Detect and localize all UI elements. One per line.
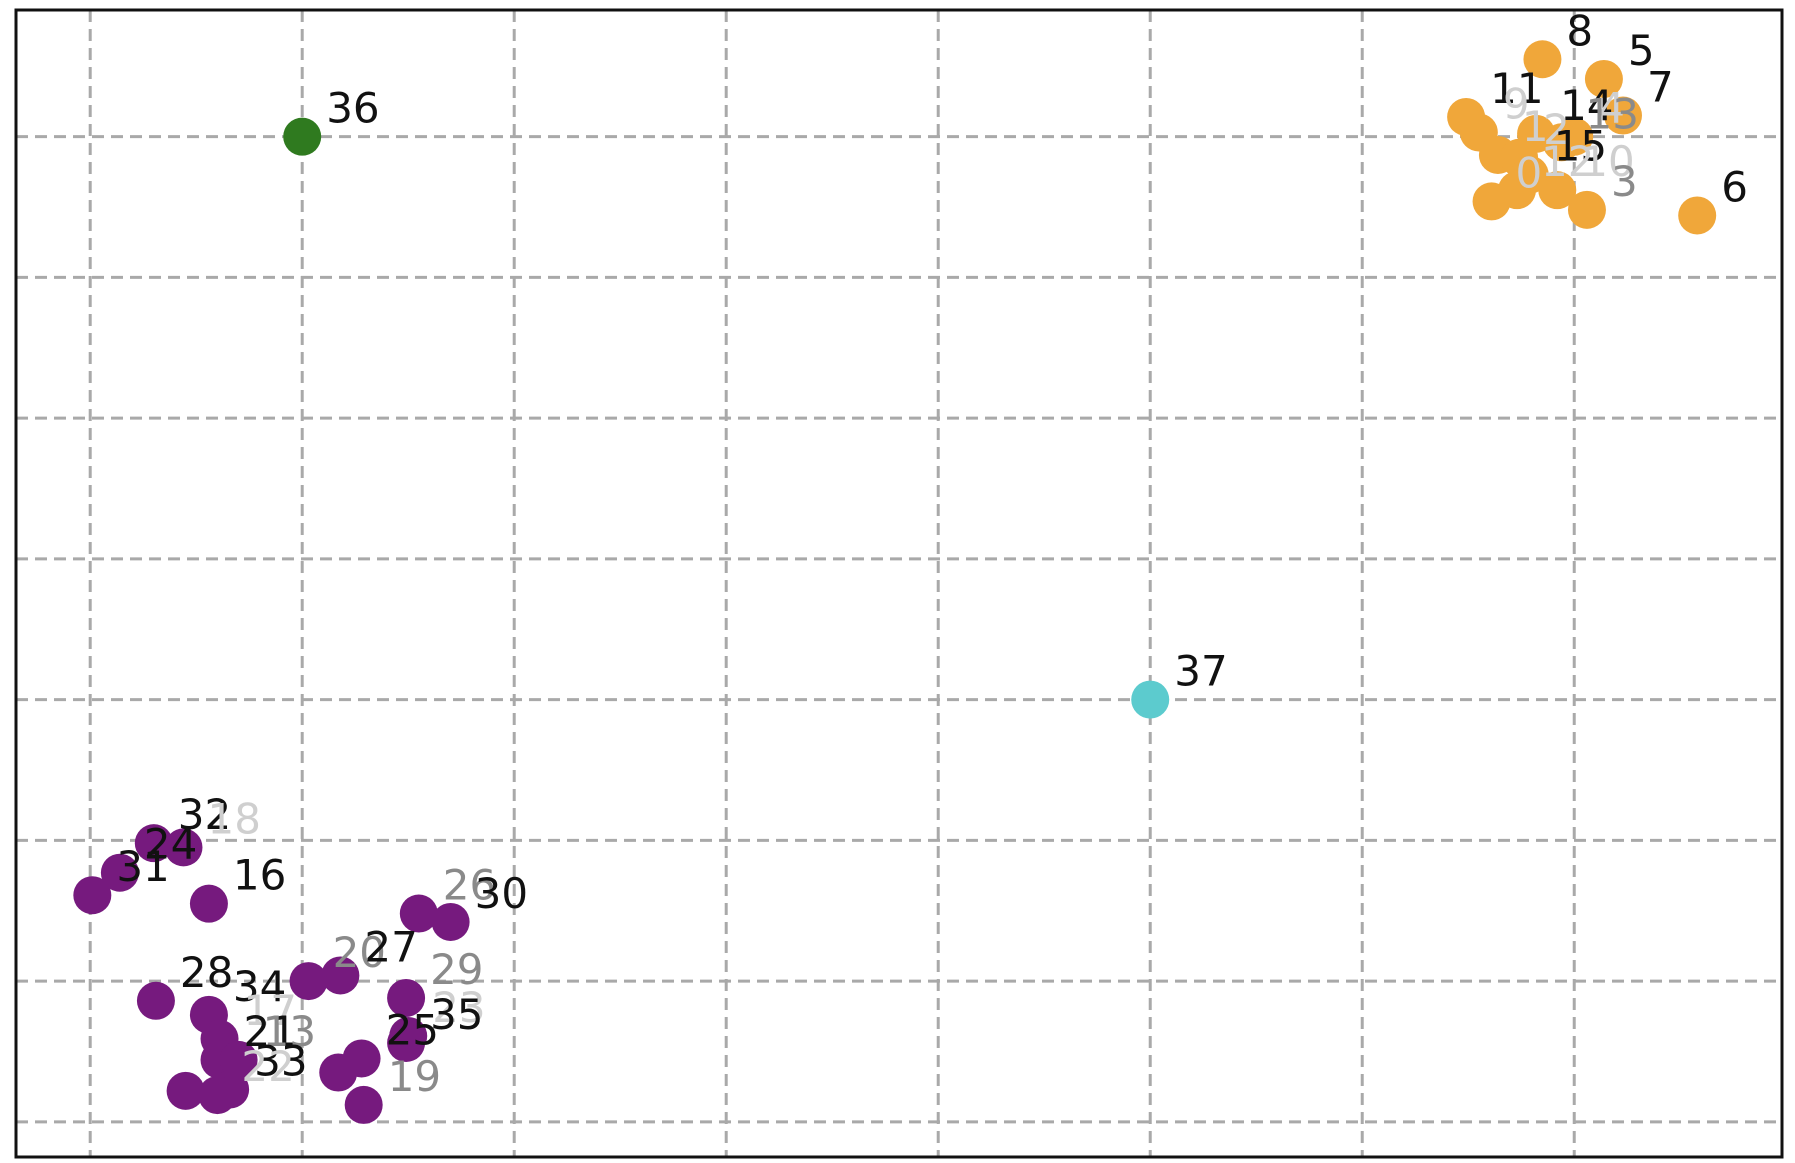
point-label-13: 13 xyxy=(1586,89,1639,138)
point-label-26: 26 xyxy=(443,861,496,910)
point-purple-19 xyxy=(344,1085,383,1124)
point-label-23: 23 xyxy=(432,983,485,1032)
point-label-12: 12 xyxy=(1541,137,1594,186)
point-purple-24 xyxy=(100,853,139,892)
point-label-30: 30 xyxy=(475,869,528,918)
point-label-32: 32 xyxy=(178,790,231,839)
point-orange-3 xyxy=(1567,190,1606,229)
point-purple-30 xyxy=(431,902,470,941)
point-purple-18 xyxy=(164,828,203,867)
point-purple-27 xyxy=(321,956,360,995)
point-label-20: 20 xyxy=(333,928,386,977)
point-purple-29 xyxy=(387,978,426,1017)
point-label-18: 18 xyxy=(207,794,260,843)
grid xyxy=(16,10,1782,1157)
point-label-3: 3 xyxy=(1611,157,1638,206)
point-orange-7 xyxy=(1603,96,1642,135)
point-purple-26 xyxy=(399,894,438,933)
point-label-2: 2 xyxy=(1543,105,1570,154)
point-label-13: 13 xyxy=(263,1007,316,1056)
point-purple-unlabeled-39 xyxy=(319,1053,358,1092)
point-label-22: 22 xyxy=(241,1042,294,1091)
point-label-21: 21 xyxy=(244,1007,297,1056)
point-orange-8 xyxy=(1523,40,1562,79)
point-label-9: 9 xyxy=(1503,79,1530,128)
point-orange-5 xyxy=(1584,59,1623,98)
point-orange-13 xyxy=(1542,123,1581,162)
point-label-36: 36 xyxy=(326,84,379,133)
point-green-36 xyxy=(283,117,322,156)
point-purple-28 xyxy=(136,981,175,1020)
point-label-7: 7 xyxy=(1647,63,1674,112)
point-label-25: 25 xyxy=(386,1005,439,1054)
point-label-16: 16 xyxy=(233,851,286,900)
point-label-5: 5 xyxy=(1628,26,1655,75)
point-label-31: 31 xyxy=(116,842,169,891)
point-label-6: 6 xyxy=(1721,162,1748,211)
point-purple-unlabeled-40 xyxy=(166,1071,205,1110)
point-purple-22 xyxy=(198,1076,237,1115)
point-label-19: 19 xyxy=(388,1052,441,1101)
point-cyan-37 xyxy=(1131,680,1170,719)
point-label-0: 0 xyxy=(1516,148,1543,197)
point-label-14: 14 xyxy=(1560,81,1613,130)
point-purple-16 xyxy=(189,884,228,923)
point-purple-13 xyxy=(219,1040,258,1079)
point-purple-31 xyxy=(73,876,112,915)
point-label-27: 27 xyxy=(364,922,417,971)
point-orange-0 xyxy=(1472,182,1511,221)
point-orange-10 xyxy=(1538,171,1577,210)
point-label-1: 1 xyxy=(1522,102,1549,151)
point-label-8: 8 xyxy=(1566,6,1593,55)
point-purple-32 xyxy=(134,824,173,863)
data-points xyxy=(73,40,1717,1124)
point-label-17: 17 xyxy=(244,986,297,1035)
point-purple-35 xyxy=(387,1024,426,1063)
point-label-24: 24 xyxy=(144,820,197,869)
point-label-35: 35 xyxy=(430,990,483,1039)
point-label-37: 37 xyxy=(1174,647,1227,696)
point-purple-20 xyxy=(289,962,328,1001)
point-label-34: 34 xyxy=(233,962,286,1011)
plot-frame xyxy=(14,8,1784,1159)
point-label-11: 11 xyxy=(1490,64,1543,113)
point-label-15: 15 xyxy=(1554,122,1607,171)
point-label-10: 10 xyxy=(1581,137,1634,186)
point-label-29: 29 xyxy=(430,945,483,994)
point-label-4: 4 xyxy=(1598,84,1625,133)
point-orange-6 xyxy=(1678,196,1717,235)
point-label-28: 28 xyxy=(180,948,233,997)
point-label-33: 33 xyxy=(254,1036,307,1085)
